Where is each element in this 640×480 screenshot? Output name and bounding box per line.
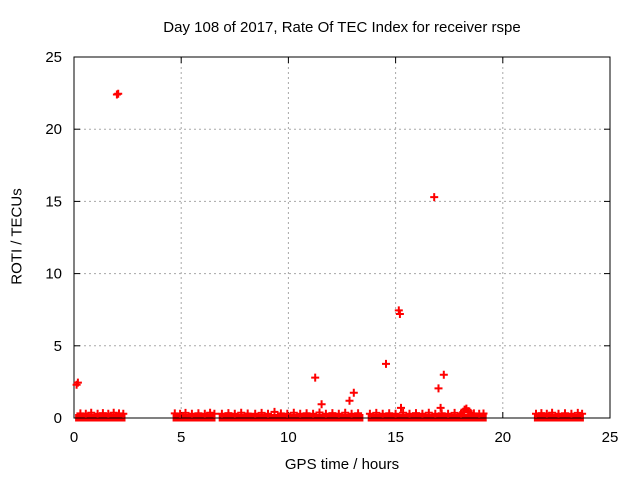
x-tick-label: 0 xyxy=(70,429,78,446)
x-tick-label: 5 xyxy=(177,429,185,446)
plot-border xyxy=(73,56,611,419)
y-tick-label: 20 xyxy=(45,121,62,138)
chart-title: Day 108 of 2017, Rate Of TEC Index for r… xyxy=(163,19,521,36)
y-tick-label: 5 xyxy=(54,338,62,355)
y-tick-label: 0 xyxy=(54,410,62,427)
y-tick-label: 15 xyxy=(45,193,62,210)
y-tick-label: 10 xyxy=(45,266,62,283)
x-tick-label: 15 xyxy=(387,429,404,446)
x-tick-label: 20 xyxy=(494,429,511,446)
gridlines xyxy=(74,57,610,418)
data-points xyxy=(72,89,587,418)
x-tick-label: 25 xyxy=(602,429,619,446)
x-axis-title: GPS time / hours xyxy=(284,456,400,473)
y-tick-label: 25 xyxy=(45,49,62,66)
axis-ticks-and-labels: 0 5 10 15 20 25 0 5 10 15 20 25 xyxy=(45,49,618,446)
x-tick-label: 10 xyxy=(280,429,297,446)
